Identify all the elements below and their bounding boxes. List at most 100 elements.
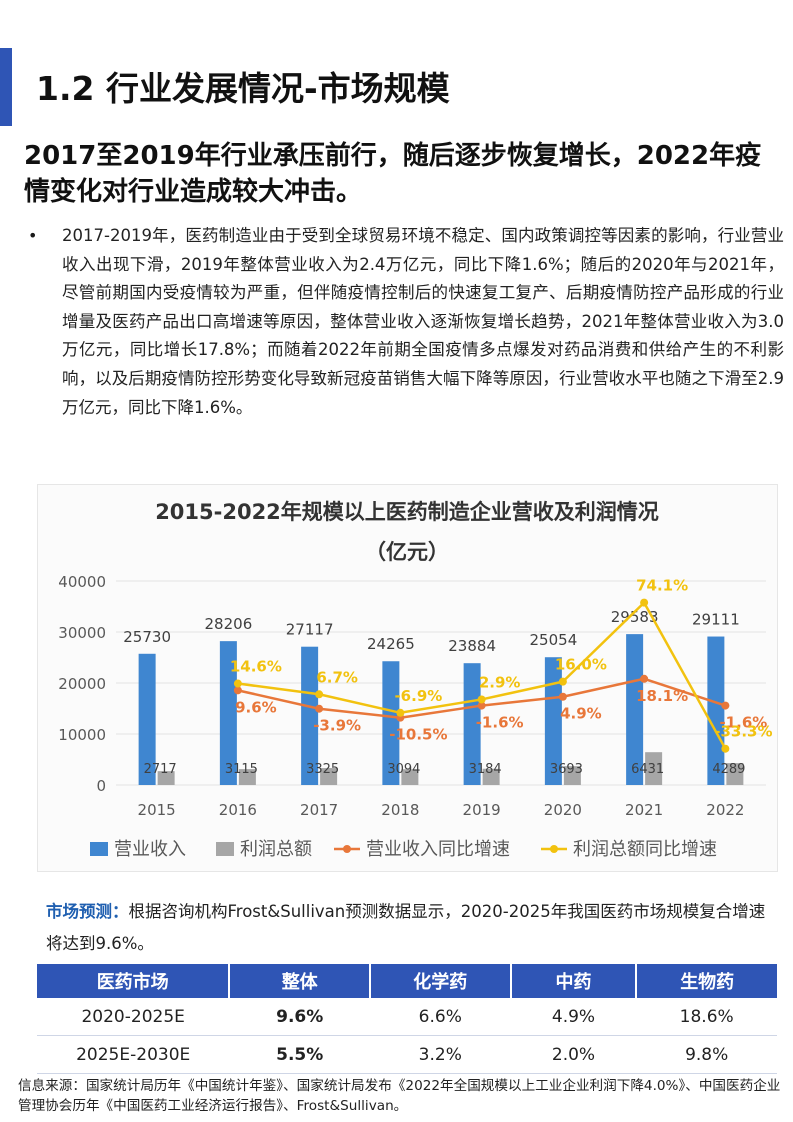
- headline: 2017至2019年行业承压前行，随后逐步恢复增长，2022年疫情变化对行业造成…: [24, 141, 762, 207]
- profit-growth-label: 74.1%: [636, 577, 688, 595]
- revenue-data-label: 24265: [367, 635, 415, 653]
- profit-growth-label: 2.9%: [479, 673, 521, 691]
- y-tick-label: 20000: [58, 675, 106, 693]
- legend-label: 利润总额同比增速: [573, 839, 717, 860]
- revenue-bar: [138, 653, 156, 785]
- bullet-paragraph: • 2017-2019年，医药制造业由于受到全球贸易环境不稳定、国内政策调控等因…: [24, 222, 784, 422]
- revenue-bar: [301, 646, 319, 785]
- profit-growth-label: -6.9%: [394, 687, 442, 705]
- revenue-growth-point: [477, 701, 486, 710]
- revenue-growth-label: 18.1%: [636, 687, 688, 705]
- table-row: 2025E-2030E 5.5% 3.2% 2.0% 9.8%: [37, 1035, 777, 1074]
- profit-data-label: 3693: [550, 762, 583, 777]
- page-title: 1.2 行业发展情况-市场规模: [36, 69, 450, 108]
- legend-label: 利润总额: [240, 839, 312, 860]
- title-accent-bar: [0, 48, 12, 126]
- revenue-growth-label: -1.6%: [719, 714, 767, 732]
- x-tick-label: 2018: [381, 801, 419, 819]
- y-tick-label: 0: [96, 777, 106, 795]
- profit-data-label: 3325: [306, 762, 339, 777]
- table-cell: 2020-2025E: [37, 998, 230, 1036]
- legend-swatch-dot: [343, 845, 351, 853]
- revenue-data-label: 23884: [448, 637, 496, 655]
- legend-swatch-dot: [550, 845, 558, 853]
- revenue-growth-point: [640, 674, 649, 683]
- profit-bar: [320, 768, 338, 785]
- table-cell: 2025E-2030E: [37, 1035, 230, 1074]
- profit-bar: [157, 771, 175, 785]
- y-tick-label: 40000: [58, 573, 106, 591]
- revenue-growth-label: -3.9%: [313, 717, 361, 735]
- revenue-data-label: 27117: [286, 621, 334, 639]
- x-tick-label: 2022: [706, 801, 744, 819]
- profit-data-label: 4289: [712, 762, 745, 777]
- revenue-growth-label: -10.5%: [389, 726, 447, 744]
- profit-growth-label: 6.7%: [316, 668, 358, 686]
- table-header-row: 医药市场 整体 化学药 中药 生物药: [37, 964, 777, 998]
- revenue-growth-label: 9.6%: [235, 698, 277, 716]
- profit-bar: [645, 752, 663, 785]
- profit-growth-point: [640, 598, 649, 607]
- chart-title: 2015-2022年规模以上医药制造企业营收及利润情况: [155, 500, 659, 524]
- bullet-text: 2017-2019年，医药制造业由于受到全球贸易环境不稳定、国内政策调控等因素的…: [62, 226, 784, 417]
- legend-label: 营业收入同比增速: [366, 839, 510, 860]
- revenue-data-label: 28206: [205, 615, 253, 633]
- table-header-cell: 整体: [229, 964, 371, 998]
- forecast-label: 市场预测：: [46, 902, 129, 921]
- profit-bar: [726, 763, 744, 785]
- revenue-bar: [626, 634, 644, 785]
- bullet-dot: •: [28, 226, 38, 245]
- profit-growth-point: [721, 744, 730, 753]
- legend-label: 营业收入: [114, 839, 186, 860]
- revenue-bar: [544, 657, 562, 785]
- forecast-text: 根据咨询机构Frost&Sullivan预测数据显示，2020-2025年我国医…: [46, 902, 766, 953]
- profit-growth-point: [315, 690, 324, 699]
- profit-data-label: 2717: [144, 762, 177, 777]
- x-tick-label: 2015: [138, 801, 176, 819]
- table-cell: 6.6%: [369, 998, 511, 1036]
- profit-growth-label: 14.6%: [230, 658, 282, 676]
- revenue-profit-chart: 2015-2022年规模以上医药制造企业营收及利润情况 （亿元） 0 10000 200…: [58, 500, 772, 860]
- revenue-data-label: 25730: [123, 628, 171, 646]
- revenue-data-label: 29111: [692, 611, 740, 629]
- forecast-table: 医药市场 整体 化学药 中药 生物药 2020-2025E 9.6% 6.6% …: [37, 964, 777, 1074]
- profit-bar: [238, 769, 256, 785]
- legend-swatch: [216, 842, 234, 856]
- x-tick-label: 2021: [625, 801, 663, 819]
- source-note: 信息来源：国家统计局历年《中国统计年鉴》、国家统计局发布《2022年全国规模以上…: [18, 1078, 781, 1114]
- profit-bar: [563, 766, 581, 785]
- table-cell: 3.2%: [369, 1035, 511, 1074]
- chart-panel: 2015-2022年规模以上医药制造企业营收及利润情况 （亿元） 0 10000 200…: [37, 484, 778, 872]
- table-cell: 9.6%: [229, 998, 370, 1036]
- revenue-growth-point: [315, 704, 324, 713]
- profit-bar: [401, 769, 419, 785]
- revenue-growth-point: [721, 701, 730, 710]
- revenue-bar: [382, 661, 400, 785]
- revenue-data-label: 29583: [611, 608, 659, 626]
- legend-swatch: [90, 842, 108, 856]
- y-tick-label: 30000: [58, 624, 106, 642]
- revenue-growth-point: [558, 692, 567, 701]
- profit-growth-point: [233, 679, 242, 688]
- table-header-cell: 中药: [510, 964, 638, 998]
- profit-data-label: 3115: [225, 762, 258, 777]
- table-cell: 18.6%: [636, 998, 777, 1036]
- forecast-paragraph: 市场预测：根据咨询机构Frost&Sullivan预测数据显示，2020-202…: [46, 896, 776, 960]
- profit-growth-label: -33.3%: [714, 723, 772, 741]
- revenue-bar: [707, 636, 725, 785]
- table-cell: 9.8%: [636, 1035, 777, 1074]
- profit-growth-point: [477, 695, 486, 704]
- revenue-data-label: 25054: [530, 631, 578, 649]
- x-tick-label: 2020: [544, 801, 582, 819]
- revenue-growth-label: 4.9%: [560, 705, 602, 723]
- revenue-bar: [219, 641, 237, 785]
- chart-subtitle: （亿元）: [365, 540, 449, 564]
- x-tick-label: 2019: [463, 801, 501, 819]
- profit-data-label: 6431: [631, 762, 664, 777]
- profit-data-label: 3184: [469, 762, 502, 777]
- table-cell: 4.9%: [510, 998, 637, 1036]
- table-cell: 2.0%: [510, 1035, 637, 1074]
- x-tick-label: 2017: [300, 801, 338, 819]
- table-header-cell: 生物药: [636, 964, 777, 998]
- x-tick-label: 2016: [219, 801, 257, 819]
